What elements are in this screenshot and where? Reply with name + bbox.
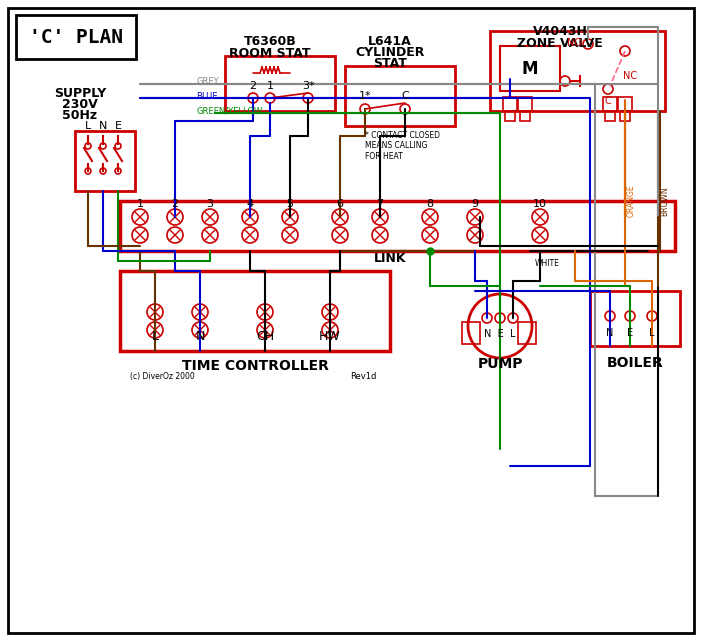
- Text: 3*: 3*: [302, 81, 314, 91]
- Text: N: N: [607, 328, 614, 338]
- Text: 230V: 230V: [62, 97, 98, 110]
- Text: L: L: [152, 329, 159, 342]
- Text: ORANGE: ORANGE: [627, 185, 636, 217]
- Text: 'C' PLAN: 'C' PLAN: [29, 28, 123, 47]
- Text: V4043H: V4043H: [533, 24, 588, 38]
- Text: PUMP: PUMP: [477, 357, 523, 371]
- Text: 3: 3: [206, 199, 213, 209]
- Text: 2: 2: [249, 81, 256, 91]
- Text: N: N: [195, 329, 205, 342]
- Text: STAT: STAT: [373, 56, 407, 69]
- Text: ZONE VALVE: ZONE VALVE: [517, 37, 603, 49]
- Text: N: N: [99, 121, 107, 131]
- Text: 10: 10: [533, 199, 547, 209]
- Text: NC: NC: [623, 71, 637, 81]
- Text: 1: 1: [267, 81, 274, 91]
- Text: SUPPLY: SUPPLY: [54, 87, 106, 99]
- Text: 6: 6: [336, 199, 343, 209]
- Text: CYLINDER: CYLINDER: [355, 46, 425, 58]
- Text: T6360B: T6360B: [244, 35, 296, 47]
- Text: NO: NO: [567, 38, 583, 48]
- Text: E: E: [114, 121, 121, 131]
- Text: L: L: [85, 121, 91, 131]
- Text: CH: CH: [256, 329, 274, 342]
- Text: LINK: LINK: [373, 251, 406, 265]
- Text: M: M: [522, 60, 538, 78]
- Text: TIME CONTROLLER: TIME CONTROLLER: [182, 359, 329, 373]
- Text: GREY: GREY: [196, 76, 218, 85]
- Text: WHITE: WHITE: [535, 258, 560, 267]
- Text: L641A: L641A: [368, 35, 412, 47]
- Text: Rev1d: Rev1d: [350, 372, 376, 381]
- Text: 2: 2: [171, 199, 178, 209]
- Text: BROWN: BROWN: [660, 186, 669, 216]
- Text: 8: 8: [426, 199, 434, 209]
- Text: E: E: [627, 328, 633, 338]
- Text: C: C: [401, 91, 409, 101]
- Text: 7: 7: [376, 199, 383, 209]
- Text: L: L: [649, 328, 655, 338]
- Text: C: C: [604, 96, 611, 106]
- Text: 5: 5: [286, 199, 293, 209]
- Text: N  E  L: N E L: [484, 329, 516, 339]
- Text: 9: 9: [472, 199, 479, 209]
- Text: ROOM STAT: ROOM STAT: [230, 47, 311, 60]
- Text: * CONTACT CLOSED
MEANS CALLING
FOR HEAT: * CONTACT CLOSED MEANS CALLING FOR HEAT: [365, 131, 440, 161]
- Text: (c) DiverOz 2000: (c) DiverOz 2000: [130, 372, 194, 381]
- Text: HW: HW: [319, 329, 341, 342]
- Text: 4: 4: [246, 199, 253, 209]
- Text: GREEN/YELLOW: GREEN/YELLOW: [196, 106, 263, 115]
- Text: 1*: 1*: [359, 91, 371, 101]
- Text: BLUE: BLUE: [196, 92, 218, 101]
- Text: 1: 1: [136, 199, 143, 209]
- Text: BOILER: BOILER: [607, 356, 663, 370]
- Text: 50Hz: 50Hz: [62, 108, 98, 122]
